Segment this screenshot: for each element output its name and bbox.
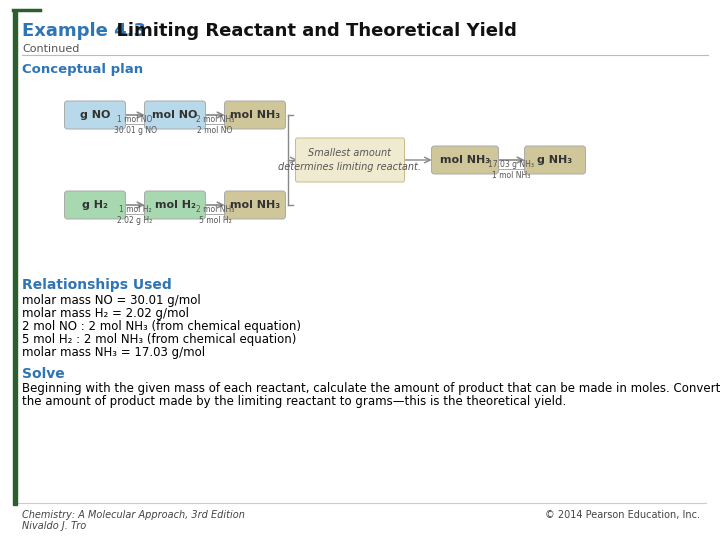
Text: Limiting Reactant and Theoretical Yield: Limiting Reactant and Theoretical Yield: [104, 22, 517, 40]
Text: molar mass NO = 30.01 g/mol: molar mass NO = 30.01 g/mol: [22, 294, 201, 307]
Text: Chemistry: A Molecular Approach, 3rd Edition: Chemistry: A Molecular Approach, 3rd Edi…: [22, 510, 245, 520]
Text: 2 mol NO : 2 mol NH₃ (from chemical equation): 2 mol NO : 2 mol NH₃ (from chemical equa…: [22, 320, 301, 333]
Text: Example 4.3: Example 4.3: [22, 22, 146, 40]
Text: 5 mol H₂: 5 mol H₂: [199, 216, 231, 225]
Bar: [13, 10, 17, 505]
Text: 2 mol NO: 2 mol NO: [197, 126, 233, 135]
Text: 1 mol H₂: 1 mol H₂: [119, 205, 151, 214]
Text: Nivaldo J. Tro: Nivaldo J. Tro: [22, 521, 86, 531]
FancyBboxPatch shape: [295, 138, 405, 182]
Text: © 2014 Pearson Education, Inc.: © 2014 Pearson Education, Inc.: [545, 510, 700, 520]
Text: mol H₂: mol H₂: [155, 200, 195, 210]
Text: 1 mol NH₃: 1 mol NH₃: [492, 171, 531, 180]
Text: Continued: Continued: [22, 44, 79, 54]
Text: 2 mol NH₃: 2 mol NH₃: [196, 205, 234, 214]
Text: 17.03 g NH₃: 17.03 g NH₃: [488, 160, 534, 169]
FancyBboxPatch shape: [65, 101, 125, 129]
FancyBboxPatch shape: [524, 146, 585, 174]
FancyBboxPatch shape: [225, 101, 286, 129]
Text: 2 mol NH₃: 2 mol NH₃: [196, 115, 234, 124]
FancyBboxPatch shape: [431, 146, 498, 174]
Text: the amount of product made by the limiting reactant to grams—this is the theoret: the amount of product made by the limiti…: [22, 395, 566, 408]
FancyBboxPatch shape: [65, 191, 125, 219]
Text: determines limiting reactant.: determines limiting reactant.: [279, 162, 421, 172]
Text: g H₂: g H₂: [82, 200, 108, 210]
Text: 30.01 g NO: 30.01 g NO: [114, 126, 156, 135]
Text: Relationships Used: Relationships Used: [22, 278, 172, 292]
Text: g NO: g NO: [80, 110, 110, 120]
Text: mol NO: mol NO: [153, 110, 198, 120]
Text: 1 mol NO: 1 mol NO: [117, 115, 153, 124]
FancyBboxPatch shape: [145, 101, 205, 129]
Text: 5 mol H₂ : 2 mol NH₃ (from chemical equation): 5 mol H₂ : 2 mol NH₃ (from chemical equa…: [22, 333, 297, 346]
Text: mol NH₃: mol NH₃: [440, 155, 490, 165]
Text: mol NH₃: mol NH₃: [230, 200, 280, 210]
Text: 2.02 g H₂: 2.02 g H₂: [117, 216, 153, 225]
Text: Solve: Solve: [22, 367, 65, 381]
FancyBboxPatch shape: [225, 191, 286, 219]
Text: Beginning with the given mass of each reactant, calculate the amount of product : Beginning with the given mass of each re…: [22, 382, 720, 395]
Text: molar mass H₂ = 2.02 g/mol: molar mass H₂ = 2.02 g/mol: [22, 307, 189, 320]
Text: Smallest amount: Smallest amount: [308, 148, 392, 158]
Text: mol NH₃: mol NH₃: [230, 110, 280, 120]
FancyBboxPatch shape: [145, 191, 205, 219]
Text: molar mass NH₃ = 17.03 g/mol: molar mass NH₃ = 17.03 g/mol: [22, 346, 205, 359]
Text: g NH₃: g NH₃: [537, 155, 572, 165]
Text: Conceptual plan: Conceptual plan: [22, 63, 143, 76]
